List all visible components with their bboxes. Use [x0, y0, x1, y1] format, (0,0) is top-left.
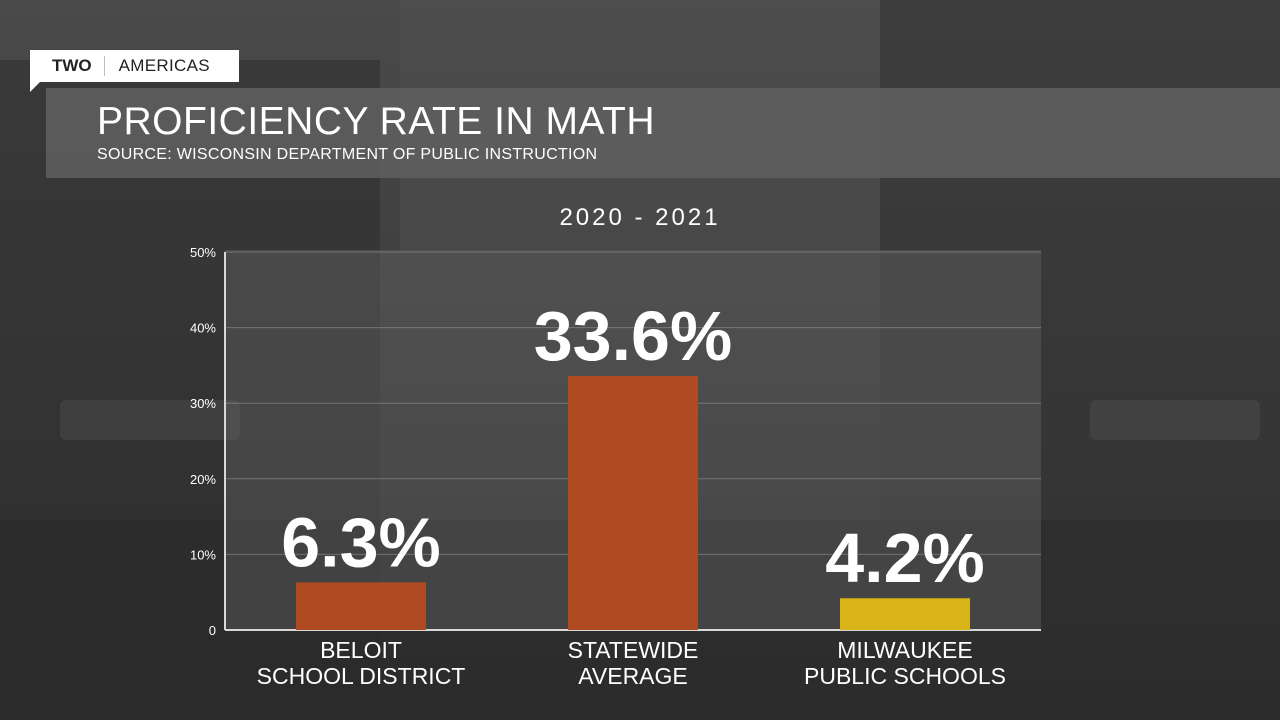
- x-tick-label: MILWAUKEE: [837, 637, 972, 663]
- x-tick-label: SCHOOL DISTRICT: [257, 663, 466, 689]
- data-label: 6.3%: [281, 503, 441, 581]
- y-tick-label: 10%: [190, 547, 216, 562]
- page-title: PROFICIENCY RATE IN MATH: [97, 100, 656, 143]
- header-band: [46, 88, 1280, 178]
- x-tick-label: PUBLIC SCHOOLS: [804, 663, 1006, 689]
- y-tick-label: 0: [209, 623, 216, 638]
- bar: [568, 375, 698, 630]
- show-tag-divider: [103, 56, 105, 76]
- y-tick-label: 40%: [190, 321, 216, 336]
- x-tick-label: AVERAGE: [578, 663, 688, 689]
- x-tick-label: STATEWIDE: [568, 637, 699, 663]
- data-label: 4.2%: [825, 519, 985, 597]
- data-label: 33.6%: [534, 297, 732, 375]
- bar: [296, 582, 426, 630]
- y-tick-label: 50%: [190, 245, 216, 260]
- show-tag-tail: [30, 82, 40, 92]
- y-tick-label: 30%: [190, 396, 216, 411]
- bars-layer: [296, 375, 970, 630]
- show-tag: TWO AMERICAS: [30, 50, 239, 82]
- chart-title: 2020 - 2021: [559, 204, 721, 231]
- bar: [840, 598, 970, 630]
- show-tag-second: AMERICAS: [118, 56, 210, 75]
- show-tag-first: TWO: [52, 56, 92, 75]
- source-line: SOURCE: WISCONSIN DEPARTMENT OF PUBLIC I…: [97, 146, 598, 163]
- x-tick-label: BELOIT: [320, 637, 402, 663]
- y-tick-label: 20%: [190, 472, 216, 487]
